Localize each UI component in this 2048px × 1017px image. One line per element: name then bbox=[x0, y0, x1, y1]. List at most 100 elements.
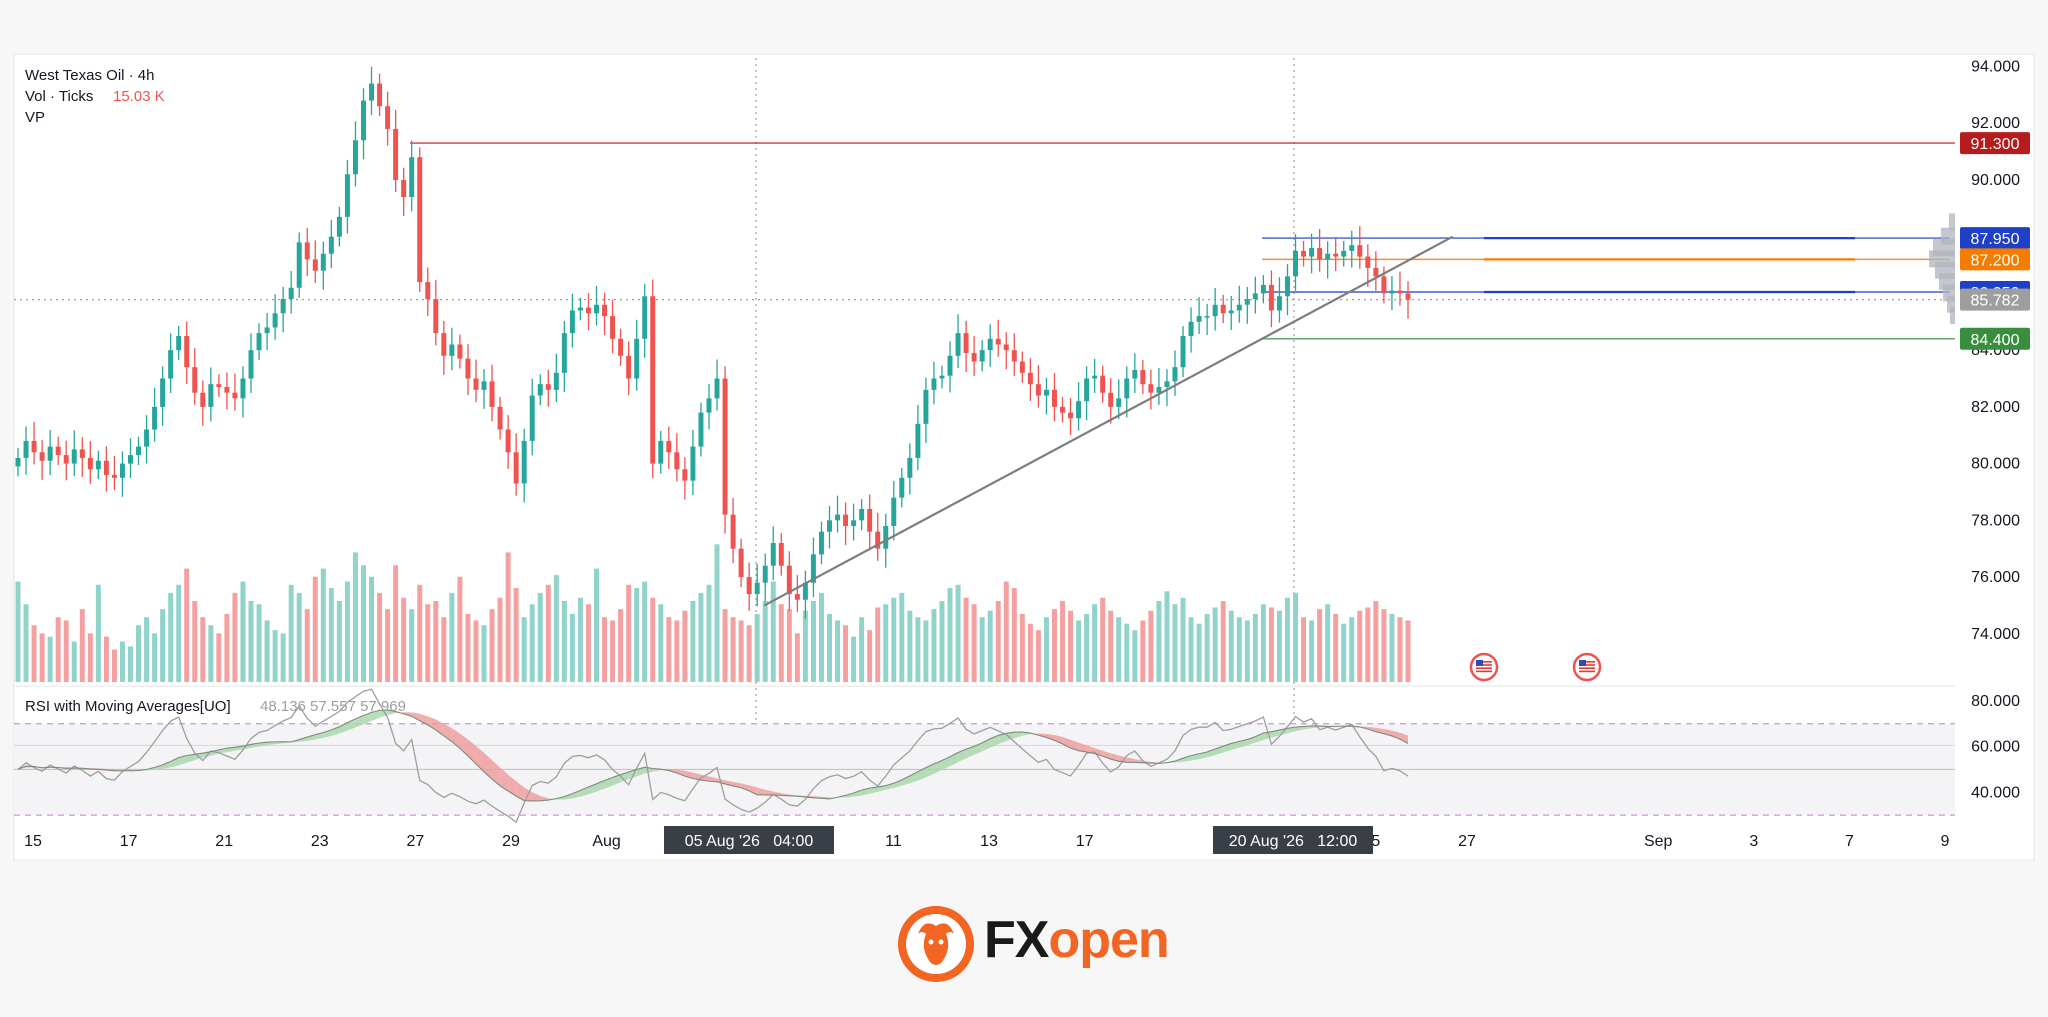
candle-body bbox=[71, 449, 77, 464]
volume-bar bbox=[658, 604, 664, 682]
candle-body bbox=[802, 582, 808, 600]
volume-bar bbox=[666, 617, 672, 682]
candle-body bbox=[513, 452, 519, 484]
candle-body bbox=[1108, 392, 1114, 407]
candle-body bbox=[1220, 304, 1226, 314]
candle-body bbox=[1349, 245, 1355, 251]
volume-bar bbox=[1108, 610, 1114, 682]
crosshair-time-tag-right bbox=[1213, 826, 1373, 854]
volume-bar bbox=[248, 601, 254, 682]
volume-bar bbox=[401, 597, 407, 682]
candle-body bbox=[851, 520, 857, 526]
rsi-tick-label: 40.000 bbox=[1971, 784, 2020, 801]
volume-bar bbox=[923, 620, 929, 682]
candle-body bbox=[95, 460, 101, 470]
candle-body bbox=[1397, 290, 1403, 294]
volume-bar bbox=[481, 625, 487, 682]
volume-bar bbox=[851, 636, 857, 682]
volume-bar bbox=[23, 604, 29, 682]
volume-bar bbox=[682, 610, 688, 682]
volume-bar bbox=[1212, 607, 1218, 682]
candle-body bbox=[288, 287, 294, 300]
candle-body bbox=[1373, 267, 1379, 277]
volume-bar bbox=[385, 609, 391, 682]
volume-bar bbox=[610, 620, 616, 682]
time-tick-label: 11 bbox=[885, 833, 902, 850]
volume-bar bbox=[256, 604, 262, 682]
volume-bar bbox=[569, 613, 575, 682]
candle-body bbox=[136, 446, 142, 456]
volume-bar bbox=[55, 617, 61, 682]
candle-body bbox=[722, 378, 728, 515]
candle-body bbox=[296, 242, 302, 288]
volume-bar bbox=[674, 620, 680, 682]
volume-bar bbox=[1148, 610, 1154, 682]
rsi-ma-fill bbox=[1134, 759, 1143, 763]
volume-bar bbox=[1244, 620, 1250, 682]
volume-bar bbox=[545, 584, 551, 682]
candle-body bbox=[1003, 344, 1009, 351]
rsi-ma-fill bbox=[371, 710, 380, 721]
time-tick-label: 15 bbox=[24, 833, 42, 850]
volume-bar bbox=[1381, 609, 1387, 682]
volume-bar bbox=[1124, 623, 1130, 682]
candle-body bbox=[1325, 253, 1331, 260]
candle-body bbox=[1140, 370, 1146, 385]
volume-bar bbox=[417, 584, 423, 682]
candle-body bbox=[176, 335, 182, 351]
candle-body bbox=[1341, 250, 1347, 257]
volume-label: Vol · Ticks bbox=[25, 88, 93, 105]
volume-bar bbox=[1100, 597, 1106, 682]
candle-body bbox=[634, 338, 640, 379]
candle-body bbox=[947, 355, 953, 376]
volume-bar bbox=[1268, 607, 1274, 682]
volume-bar bbox=[1333, 613, 1339, 682]
rsi-ma-fill bbox=[909, 771, 918, 784]
candle-body bbox=[987, 338, 993, 351]
crosshair-time-right: 20 Aug '26 12:00 bbox=[1229, 833, 1358, 850]
rsi-ma-fill bbox=[339, 722, 348, 734]
candle-body bbox=[1389, 290, 1395, 294]
rsi-line bbox=[17, 688, 1409, 824]
candle-body bbox=[87, 457, 93, 470]
trendline[interactable] bbox=[763, 235, 1454, 607]
candle-body bbox=[1172, 367, 1178, 382]
rsi-ma-fill bbox=[757, 787, 766, 795]
candle-body bbox=[1076, 401, 1082, 419]
candle-body bbox=[891, 497, 897, 526]
rsi-ma-fill bbox=[885, 783, 894, 790]
time-axis[interactable]: 151721232729Aug71113172527Sep379 bbox=[24, 833, 1949, 850]
rsi-ma-fill bbox=[958, 749, 967, 763]
volume-bar bbox=[1196, 623, 1202, 682]
candle-body bbox=[352, 140, 358, 175]
volume-bar bbox=[1357, 610, 1363, 682]
volume-bar bbox=[618, 609, 624, 682]
volume-bar bbox=[995, 601, 1001, 682]
volume-bar bbox=[915, 617, 921, 682]
volume-bar bbox=[1156, 601, 1162, 682]
candle-body bbox=[569, 310, 575, 334]
crosshair-time-left: 05 Aug '26 04:00 bbox=[685, 833, 814, 850]
candle-body bbox=[618, 338, 624, 356]
rsi-ma-fill bbox=[500, 767, 509, 792]
volume-bar bbox=[79, 609, 85, 682]
candle-body bbox=[835, 514, 841, 521]
candle-body bbox=[730, 514, 736, 549]
price-tick-label: 76.000 bbox=[1971, 569, 2020, 586]
volume-bar bbox=[746, 625, 752, 682]
candle-body bbox=[915, 423, 921, 458]
volume-bar bbox=[843, 625, 849, 682]
volume-bar bbox=[144, 617, 150, 682]
rsi-ma-fill bbox=[451, 728, 460, 749]
candle-body bbox=[979, 350, 985, 362]
candle-body bbox=[899, 477, 905, 498]
volume-bar bbox=[192, 601, 198, 682]
rsi-ma-fill bbox=[1006, 732, 1015, 741]
candle-body bbox=[264, 327, 270, 334]
rsi-ma-fill bbox=[1207, 749, 1216, 758]
volume-bar bbox=[457, 576, 463, 682]
volume-bar bbox=[304, 609, 310, 682]
candle-body bbox=[152, 406, 158, 430]
rsi-ma-fill bbox=[508, 774, 517, 797]
